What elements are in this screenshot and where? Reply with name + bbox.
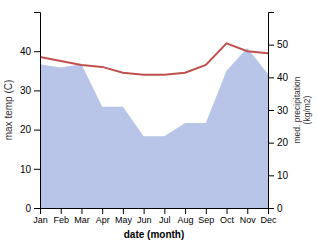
chart-svg: JanFebMarAprMayJunJulAugSepOctNovDec0102…	[0, 0, 318, 242]
y-tick-mark	[34, 169, 40, 170]
y2-tick: 40	[268, 72, 289, 83]
y2-axis: 0 10 20 30 40 50	[268, 13, 289, 214]
y2-tick-label: 0	[277, 203, 283, 214]
y2-tick: 20	[268, 137, 289, 148]
y2-axis-line	[269, 13, 275, 209]
x-tick-mark	[206, 208, 207, 214]
y2-tick-mark	[268, 77, 274, 78]
marks	[40, 43, 268, 208]
x-tick: Dec	[260, 208, 277, 225]
y-tick-label: 20	[20, 124, 32, 135]
x-tick-mark	[144, 208, 145, 214]
y-tick: 0	[25, 203, 40, 214]
y2-tick-label: 50	[277, 39, 289, 50]
y-tick-label: 10	[20, 164, 32, 175]
x-tick-mark	[227, 208, 228, 214]
x-tick-label: Feb	[53, 215, 69, 225]
x-tick-label: Jul	[159, 215, 171, 225]
y2-tick: 30	[268, 105, 289, 116]
temperature-line	[40, 43, 268, 74]
y2-tick: 0	[268, 203, 283, 214]
x-tick-mark	[247, 208, 248, 214]
y-axis-title: max temp (C)	[3, 80, 14, 141]
y2-tick-mark	[268, 45, 274, 46]
x-tick-mark	[81, 208, 82, 214]
x-tick: Jun	[137, 208, 152, 225]
y2-tick-label: 10	[277, 170, 289, 181]
x-tick: May	[115, 208, 133, 225]
y2-tick-mark	[268, 208, 274, 209]
y-tick-label: 40	[20, 46, 32, 57]
x-tick-label: Oct	[220, 215, 235, 225]
x-tick: Oct	[220, 208, 235, 225]
y2-tick-label: 30	[277, 105, 289, 116]
y2-tick: 50	[268, 39, 289, 50]
y2-tick-mark	[268, 110, 274, 111]
x-tick-label: Nov	[240, 215, 257, 225]
x-tick-label: Jun	[137, 215, 152, 225]
x-tick-mark	[61, 208, 62, 214]
y-tick-label: 30	[20, 85, 32, 96]
y-tick: 10	[20, 164, 40, 175]
x-tick: Mar	[74, 208, 90, 225]
x-tick: Apr	[96, 208, 110, 225]
x-tick-label: Apr	[96, 215, 110, 225]
y2-axis-title-line: (kg/m2)	[302, 95, 312, 124]
y-tick-label: 0	[25, 203, 31, 214]
plot: JanFebMarAprMayJunJulAugSepOctNovDec0102…	[3, 13, 312, 241]
y2-tick: 10	[268, 170, 289, 181]
x-axis-title: date (month)	[124, 229, 185, 240]
x-tick: Jul	[159, 208, 171, 225]
y2-tick-mark	[268, 143, 274, 144]
x-tick: Aug	[178, 208, 194, 225]
x-tick: Feb	[53, 208, 69, 225]
x-tick-mark	[164, 208, 165, 214]
y2-axis-title: med. precipitation(kg/m2)	[292, 76, 312, 143]
x-axis: Jan Feb Mar Apr May Jun Jul Aug Sep Oct NovDec	[33, 208, 277, 225]
x-tick-label: Mar	[74, 215, 90, 225]
x-tick-label: Jan	[33, 215, 48, 225]
y2-tick-mark	[268, 175, 274, 176]
chart-container: JanFebMarAprMayJunJulAugSepOctNovDec0102…	[0, 0, 318, 242]
y-tick: 30	[20, 85, 40, 96]
x-tick-mark	[185, 208, 186, 214]
x-tick-mark	[123, 208, 124, 214]
y-axis-line	[34, 13, 41, 209]
x-tick-label: Sep	[198, 215, 214, 225]
y-tick: 20	[20, 124, 40, 135]
x-tick: Nov	[240, 208, 257, 225]
y-tick-mark	[34, 208, 40, 209]
y-tick-mark	[34, 51, 40, 52]
x-tick-mark	[102, 208, 103, 214]
x-tick-label: Aug	[178, 215, 194, 225]
y-tick-mark	[34, 130, 40, 131]
y-tick: 40	[20, 46, 40, 57]
y-tick-mark	[34, 90, 40, 91]
y2-axis-title-line: med. precipitation	[292, 76, 302, 143]
precipitation-area	[40, 48, 268, 208]
y-axis: 0 10 20 30 40	[20, 13, 41, 214]
x-tick: Sep	[198, 208, 214, 225]
y2-tick-label: 20	[277, 137, 289, 148]
x-tick-label: Dec	[260, 215, 277, 225]
x-tick: Jan	[33, 208, 48, 225]
x-axis-line	[41, 209, 269, 215]
y2-tick-label: 40	[277, 72, 289, 83]
x-tick-label: May	[115, 215, 133, 225]
